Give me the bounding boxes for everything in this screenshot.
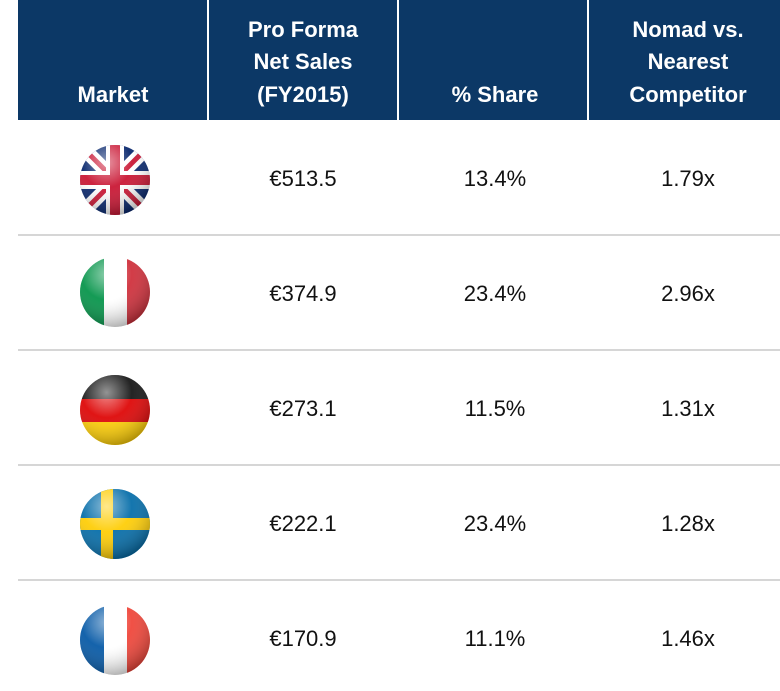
table-cell: €273.1 [269,396,336,421]
flag-italy [80,257,150,327]
header-cell: (FY2015) [257,82,349,107]
table-body: €513.5 13.4% 1.79x €374.9 23.4% 2.96x €273.1 11… [269,166,715,651]
flag-sweden [80,489,150,559]
table-cell: 1.31x [661,396,715,421]
header-cell: Net Sales [253,49,352,74]
table-cell: €222.1 [269,511,336,536]
table-cell: 1.79x [661,166,715,191]
table-cell: €374.9 [269,281,336,306]
header-cell: Nomad vs. [632,17,743,42]
header-cell: Competitor [629,82,747,107]
header-cell: % Share [452,82,539,107]
table-cell: 11.1% [465,626,526,651]
table-cell: €513.5 [269,166,336,191]
table-cell: 2.96x [661,281,715,306]
table-cell: 1.28x [661,511,715,536]
table-cell: 23.4% [464,281,526,306]
table-cell: 1.46x [661,626,715,651]
flag-germany [80,375,150,445]
header-cell: Nearest [648,49,729,74]
header-cell: Market [78,82,150,107]
flag-uk [80,145,150,215]
header-cell: Pro Forma [248,17,359,42]
table-cell: 13.4% [464,166,526,191]
table-cell: 23.4% [464,511,526,536]
table-cell: €170.9 [269,626,336,651]
flag-france [80,605,150,675]
table-cell: 11.5% [465,396,526,421]
